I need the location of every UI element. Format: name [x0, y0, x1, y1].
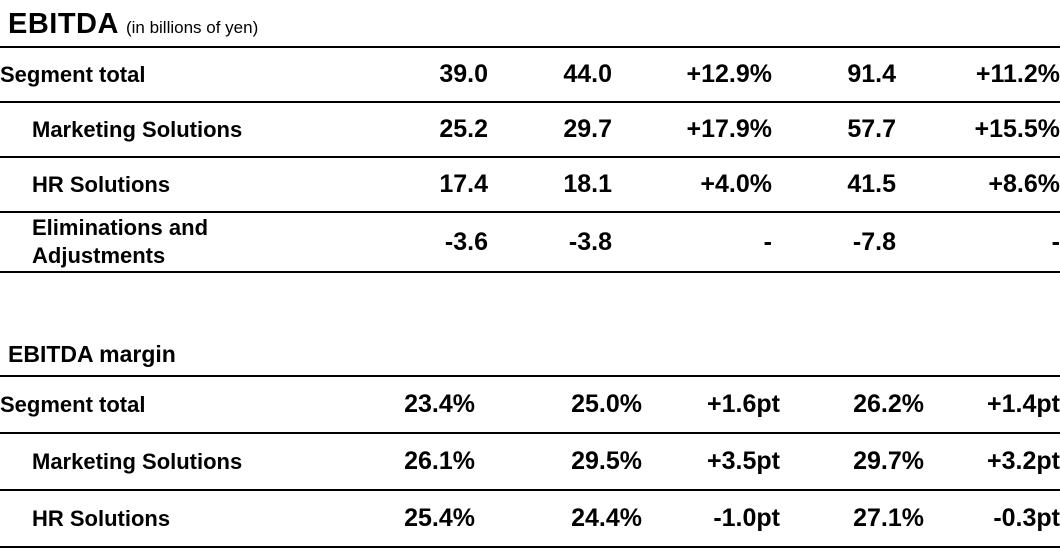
- row-label: Eliminations and Adjustments: [0, 212, 330, 273]
- table-row: HR Solutions 25.4% 24.4% -1.0pt 27.1% -0…: [0, 490, 1060, 548]
- row-label-text: Eliminations and Adjustments: [32, 215, 209, 268]
- value-cell: -3.6: [330, 212, 488, 273]
- value-cell: 27.1%: [780, 490, 924, 548]
- page-title: EBITDA: [8, 8, 119, 40]
- table-row: Segment total 23.4% 25.0% +1.6pt 26.2% +…: [0, 377, 1060, 434]
- value-cell: 39.0: [330, 48, 488, 103]
- value-cell: 18.1: [488, 157, 612, 213]
- value-cell: +3.5pt: [642, 433, 780, 491]
- table-row: HR Solutions 17.4 18.1 +4.0% 41.5 +8.6%: [0, 157, 1060, 213]
- value-cell: 17.4: [330, 157, 488, 213]
- value-cell: 44.0: [488, 48, 612, 103]
- value-cell: 25.0%: [475, 377, 642, 434]
- value-cell: +17.9%: [612, 102, 772, 158]
- value-cell: 26.2%: [780, 377, 924, 434]
- value-cell: -: [896, 212, 1060, 273]
- value-cell: 23.4%: [330, 377, 475, 434]
- value-cell: -0.3pt: [924, 490, 1060, 548]
- value-cell: -7.8: [772, 212, 896, 273]
- value-cell: 29.7: [488, 102, 612, 158]
- row-label: Segment total: [0, 377, 330, 434]
- value-cell: 25.2: [330, 102, 488, 158]
- value-cell: +1.6pt: [642, 377, 780, 434]
- value-cell: -: [612, 212, 772, 273]
- title-block: EBITDA (in billions of yen): [0, 6, 1060, 48]
- ebitda-table: Segment total 39.0 44.0 +12.9% 91.4 +11.…: [0, 48, 1060, 273]
- ebitda-margin-table: Segment total 23.4% 25.0% +1.6pt 26.2% +…: [0, 377, 1060, 548]
- row-label: HR Solutions: [0, 490, 330, 548]
- value-cell: 29.5%: [475, 433, 642, 491]
- row-label: Marketing Solutions: [0, 102, 330, 158]
- table-row: Marketing Solutions 26.1% 29.5% +3.5pt 2…: [0, 433, 1060, 491]
- row-label: Segment total: [0, 48, 330, 103]
- table-row: Eliminations and Adjustments -3.6 -3.8 -…: [0, 212, 1060, 273]
- value-cell: 57.7: [772, 102, 896, 158]
- margin-section-heading: EBITDA margin: [0, 339, 1060, 377]
- value-cell: 29.7%: [780, 433, 924, 491]
- value-cell: 24.4%: [475, 490, 642, 548]
- value-cell: +8.6%: [896, 157, 1060, 213]
- title-unit-label: (in billions of yen): [125, 18, 259, 37]
- value-cell: 91.4: [772, 48, 896, 103]
- value-cell: +12.9%: [612, 48, 772, 103]
- value-cell: -1.0pt: [642, 490, 780, 548]
- value-cell: 25.4%: [330, 490, 475, 548]
- value-cell: +4.0%: [612, 157, 772, 213]
- row-label: Marketing Solutions: [0, 433, 330, 491]
- value-cell: 41.5: [772, 157, 896, 213]
- value-cell: +11.2%: [896, 48, 1060, 103]
- value-cell: +1.4pt: [924, 377, 1060, 434]
- value-cell: 26.1%: [330, 433, 475, 491]
- value-cell: +3.2pt: [924, 433, 1060, 491]
- row-label: HR Solutions: [0, 157, 330, 213]
- table-row: Segment total 39.0 44.0 +12.9% 91.4 +11.…: [0, 48, 1060, 103]
- table-row: Marketing Solutions 25.2 29.7 +17.9% 57.…: [0, 102, 1060, 158]
- value-cell: -3.8: [488, 212, 612, 273]
- value-cell: +15.5%: [896, 102, 1060, 158]
